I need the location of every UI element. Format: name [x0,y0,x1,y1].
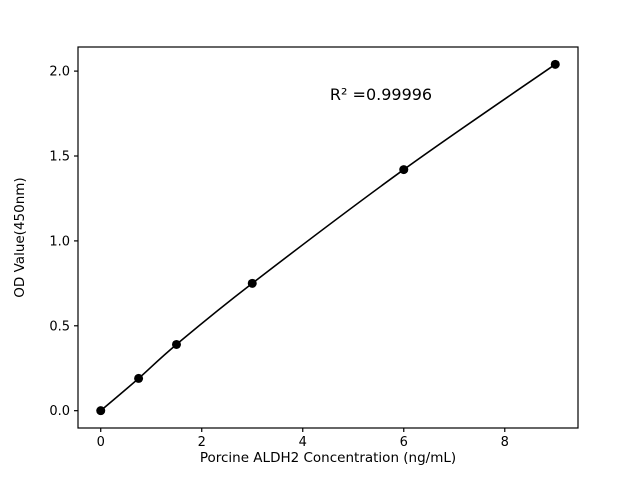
y-tick-label: 2.0 [49,65,70,80]
y-tick-label: 1.0 [49,234,70,249]
x-tick-label: 8 [501,435,509,450]
x-tick-label: 4 [299,435,307,450]
x-axis-label: Porcine ALDH2 Concentration (ng/mL) [200,450,456,466]
data-point-marker [134,373,144,383]
y-tick-label: 0.5 [49,319,70,334]
data-point-marker [96,406,106,416]
r-squared-annotation: R² =0.99996 [330,85,432,104]
data-point-marker [399,165,409,175]
y-axis-label: OD Value(450nm) [12,177,28,297]
y-tick-label: 0.0 [49,404,70,419]
data-point-marker [171,339,181,349]
data-point-marker [550,59,560,69]
x-tick-label: 0 [97,435,105,450]
fit-curve [100,63,556,412]
plot-area: 0 2 4 6 8 0.0 0.5 1.0 1.5 2.0 [49,46,579,450]
data-point-marker [247,278,257,288]
x-tick-label: 2 [198,435,206,450]
plot-frame [77,46,579,429]
y-tick-label: 1.5 [49,150,70,165]
x-tick-label: 6 [400,435,408,450]
